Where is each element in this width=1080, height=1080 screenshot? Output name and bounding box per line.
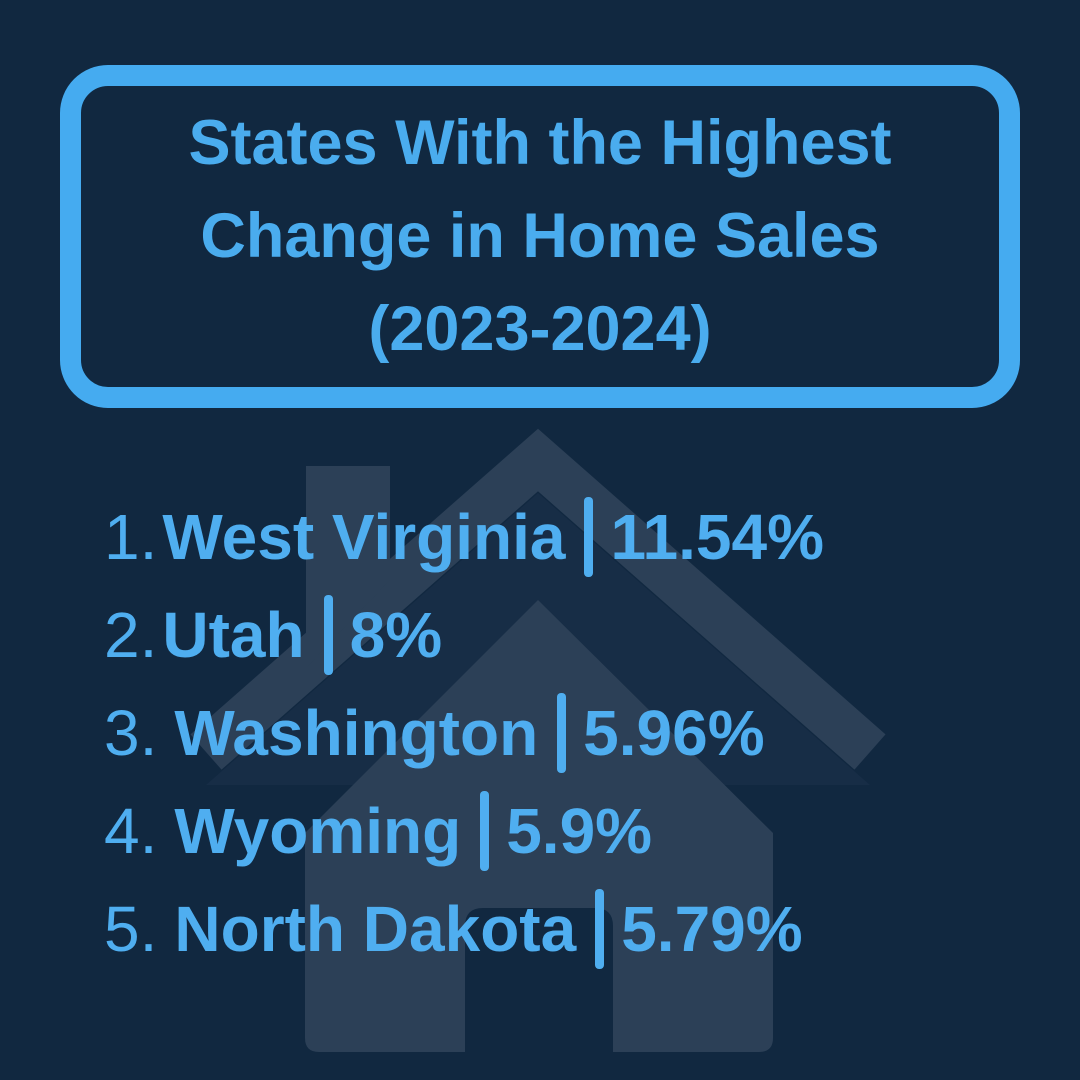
title-line-2: Change in Home Sales [200,201,880,271]
state-ranking-list: 1. West Virginia 11.54% 2. Utah 8% 3. Wa… [104,488,1034,978]
list-item: 5. North Dakota 5.79% [104,880,1034,978]
separator-bar [584,497,594,577]
rank-number: 1. [104,501,158,573]
separator-bar [595,889,605,969]
list-item: 3. Washington 5.96% [104,684,1034,782]
state-name: Washington [174,697,539,769]
separator-bar [557,693,567,773]
percent-value: 5.9% [506,795,653,867]
list-item: 1. West Virginia 11.54% [104,488,1034,586]
percent-value: 5.79% [621,893,803,965]
percent-value: 8% [349,599,443,671]
rank-number: 5. [104,893,158,965]
percent-value: 11.54% [610,501,824,573]
percent-value: 5.96% [583,697,765,769]
title-line-1: States With the Highest [188,108,892,178]
state-name: West Virginia [162,501,566,573]
rank-number: 4. [104,795,158,867]
separator-bar [480,791,490,871]
list-item: 2. Utah 8% [104,586,1034,684]
rank-number: 2. [104,599,158,671]
rank-number: 3. [104,697,158,769]
separator-bar [323,595,333,675]
list-item: 4. Wyoming 5.9% [104,782,1034,880]
state-name: North Dakota [174,893,577,965]
title-box: States With the Highest Change in Home S… [60,65,1020,408]
state-name: Utah [162,599,305,671]
title-line-3: (2023-2024) [368,294,712,364]
state-name: Wyoming [174,795,462,867]
